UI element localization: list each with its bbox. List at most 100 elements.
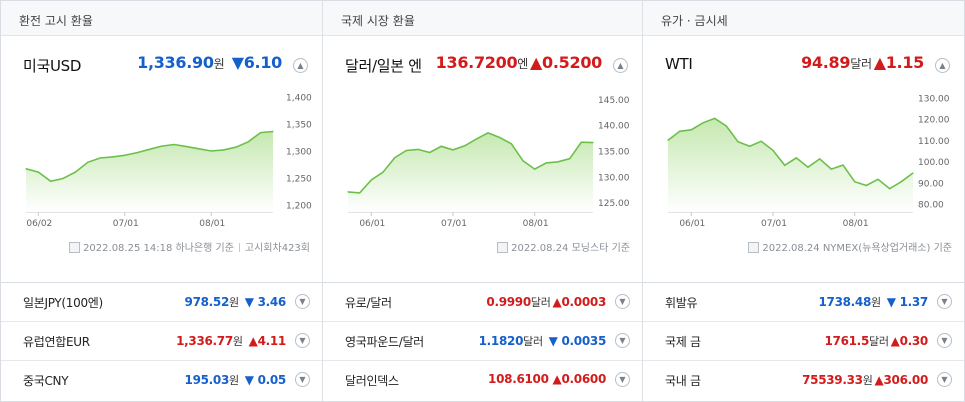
item-name: 휘발유 xyxy=(665,296,698,310)
main-unit: 달러 xyxy=(850,57,872,71)
item-name: 국제 금 xyxy=(665,335,701,349)
item-unit: 달러 xyxy=(869,335,889,348)
chevron-down-icon[interactable]: ▼ xyxy=(615,372,630,387)
source-info: 2022.08.24 NYMEX(뉴욕상업거래소) 기준 xyxy=(748,239,952,257)
data-point xyxy=(865,184,867,187)
data-point xyxy=(510,143,512,145)
data-point xyxy=(842,164,844,166)
data-point xyxy=(534,168,536,170)
item-change: 0.30 xyxy=(899,334,929,348)
item-quote: 75539.33원 ▲306.00 xyxy=(802,372,928,388)
main-quote: 136.7200엔 ▲0.5200 xyxy=(436,53,603,72)
list-item[interactable]: 유로/달러 0.9990달러 ▲0.0003 ▼ xyxy=(323,283,642,322)
list-item[interactable]: 휘발유 1738.48원 ▼ 1.37 ▼ xyxy=(643,283,964,322)
item-arrow: ▼ xyxy=(244,373,254,387)
chevron-down-icon[interactable]: ▼ xyxy=(937,333,952,348)
chart-line xyxy=(667,117,914,190)
data-point xyxy=(272,130,274,133)
data-point xyxy=(760,140,762,142)
item-unit: 달러 xyxy=(530,296,551,309)
main-price: 94.89 xyxy=(801,53,851,72)
chevron-down-icon[interactable]: ▼ xyxy=(295,372,310,387)
source-name: 하나은행 기준 xyxy=(175,243,234,254)
item-name: 유로/달러 xyxy=(345,296,392,310)
data-point xyxy=(198,148,200,150)
y-tick-label: 140.00 xyxy=(598,122,630,132)
data-point xyxy=(394,157,396,159)
chevron-down-icon[interactable]: ▼ xyxy=(615,333,630,348)
item-quote: 195.03원 ▼ 0.05 xyxy=(185,372,287,388)
chart-line xyxy=(347,132,594,194)
y-tick-label: 135.00 xyxy=(598,148,630,158)
y-tick-label: 1,350 xyxy=(286,121,312,131)
column-header[interactable]: 유가 · 금시세 xyxy=(643,1,964,36)
list-item[interactable]: 중국CNY 195.03원 ▼ 0.05 ▼ xyxy=(1,361,322,400)
source-name: 모닝스타 기준 xyxy=(571,243,630,254)
y-tick-label: 1,250 xyxy=(286,175,312,185)
x-tick-label: 07/01 xyxy=(761,219,787,229)
chart-area-fill xyxy=(26,131,273,212)
chevron-down-icon[interactable]: ▼ xyxy=(295,294,310,309)
chevron-up-icon[interactable]: ▲ xyxy=(613,58,628,73)
list-item[interactable]: 유럽연합EUR 1,336.77원 ▲4.11 ▼ xyxy=(1,322,322,361)
item-name: 유럽연합EUR xyxy=(23,335,90,349)
list-item[interactable]: 국제 금 1761.5달러 ▲0.30 ▼ xyxy=(643,322,964,361)
item-change: 0.0600 xyxy=(561,372,606,386)
x-tick-label: 08/01 xyxy=(199,219,225,229)
document-icon xyxy=(497,242,509,253)
main-quote-row: 달러/일본 엔 136.7200엔 ▲0.5200 ▲ xyxy=(323,36,642,86)
main-unit: 원 xyxy=(213,57,225,71)
chevron-down-icon[interactable]: ▼ xyxy=(937,372,952,387)
main-change: 1.15 xyxy=(885,53,925,72)
data-point xyxy=(487,132,489,134)
main-name[interactable]: WTI xyxy=(665,55,693,73)
column-header[interactable]: 국제 시장 환율 xyxy=(323,1,642,36)
chevron-down-icon[interactable]: ▼ xyxy=(615,294,630,309)
y-tick-label: 110.00 xyxy=(918,137,950,147)
item-price: 1,336.77 xyxy=(176,334,233,348)
data-point xyxy=(440,145,442,147)
item-unit: 원 xyxy=(229,296,239,309)
data-point xyxy=(557,161,559,163)
item-price: 75539.33 xyxy=(802,373,863,387)
source-date: 2022.08.24 xyxy=(511,243,569,254)
item-name: 국내 금 xyxy=(665,374,701,388)
x-tick-label: 06/01 xyxy=(679,219,705,229)
item-arrow: ▼ xyxy=(548,334,558,348)
list-item[interactable]: 달러인덱스 108.6100 ▲0.0600 ▼ xyxy=(323,361,642,400)
item-arrow: ▲ xyxy=(874,373,884,387)
item-change: 0.0035 xyxy=(561,334,606,348)
y-tick-label: 90.00 xyxy=(918,179,944,189)
data-point xyxy=(417,148,419,150)
data-point xyxy=(749,145,751,147)
list-item[interactable]: 국내 금 75539.33원 ▲306.00 ▼ xyxy=(643,361,964,400)
data-point xyxy=(62,177,64,180)
chevron-up-icon[interactable]: ▲ xyxy=(935,58,950,73)
list-item[interactable]: 영국파운드/달러 1.1820달러 ▼ 0.0035 ▼ xyxy=(323,322,642,361)
data-point xyxy=(784,164,786,166)
chart-area-fill xyxy=(348,132,593,212)
main-quote-row: WTI 94.89달러 ▲1.15 ▲ xyxy=(643,36,964,86)
data-point xyxy=(186,146,188,148)
column-international-market: 국제 시장 환율 달러/일본 엔 136.7200엔 ▲0.5200 ▲ 145.… xyxy=(322,1,642,401)
x-tick-label: 07/01 xyxy=(441,219,467,229)
data-point xyxy=(50,180,52,182)
data-point xyxy=(210,150,212,152)
data-point xyxy=(819,158,821,160)
column-header[interactable]: 환전 고시 환율 xyxy=(1,1,322,36)
chevron-down-icon[interactable]: ▼ xyxy=(295,333,310,348)
column-exchange-notice: 환전 고시 환율 미국USD 1,336.90원 ▼6.10 ▲ 1,400 1,… xyxy=(1,1,322,401)
chevron-down-icon[interactable]: ▼ xyxy=(937,294,952,309)
data-point xyxy=(99,157,101,159)
source-name: NYMEX(뉴욕상업거래소) 기준 xyxy=(822,243,952,254)
item-unit: 원 xyxy=(862,374,873,387)
chevron-up-icon[interactable]: ▲ xyxy=(293,58,308,73)
data-point xyxy=(714,117,716,119)
list-item[interactable]: 일본JPY(100엔) 978.52원 ▼ 3.46 ▼ xyxy=(1,283,322,322)
item-quote: 1738.48원 ▼ 1.37 xyxy=(818,294,928,310)
data-point xyxy=(260,132,262,134)
main-name[interactable]: 미국USD xyxy=(23,57,82,75)
main-name[interactable]: 달러/일본 엔 xyxy=(345,57,422,75)
item-change: 0.05 xyxy=(257,373,287,387)
divider xyxy=(238,243,240,252)
